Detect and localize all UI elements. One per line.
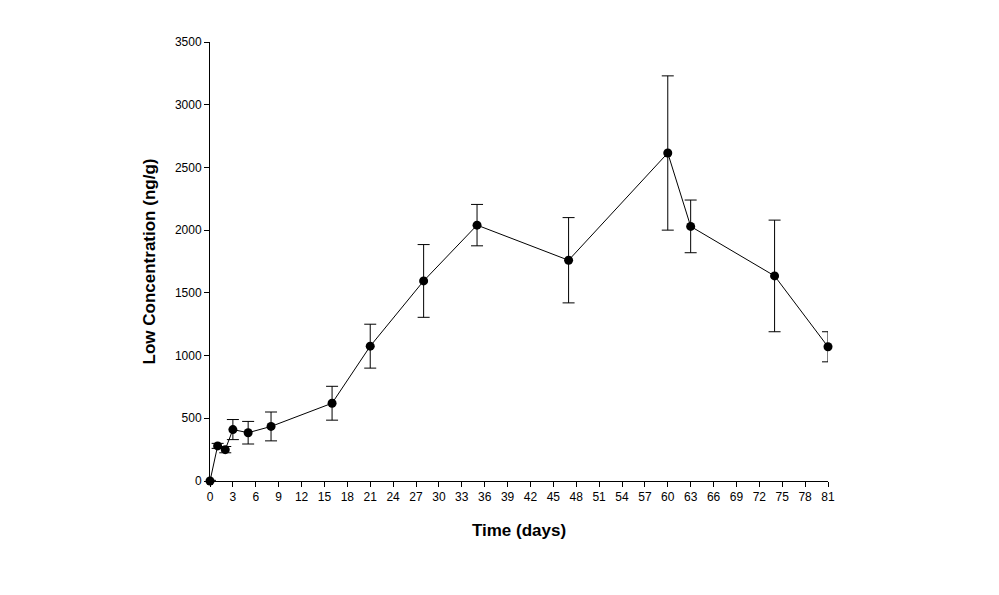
svg-text:21: 21 — [364, 490, 378, 504]
svg-text:24: 24 — [386, 490, 400, 504]
svg-text:15: 15 — [318, 490, 332, 504]
svg-text:Low Concentration (ng/g): Low Concentration (ng/g) — [140, 159, 159, 365]
svg-text:57: 57 — [638, 490, 652, 504]
svg-text:39: 39 — [501, 490, 515, 504]
svg-text:0: 0 — [195, 474, 202, 488]
svg-text:60: 60 — [661, 490, 675, 504]
svg-text:75: 75 — [776, 490, 790, 504]
svg-text:0: 0 — [207, 490, 214, 504]
svg-text:9: 9 — [275, 490, 282, 504]
svg-text:66: 66 — [707, 490, 721, 504]
svg-text:42: 42 — [524, 490, 538, 504]
svg-text:69: 69 — [730, 490, 744, 504]
svg-text:1000: 1000 — [175, 349, 202, 363]
svg-text:45: 45 — [547, 490, 561, 504]
svg-text:18: 18 — [341, 490, 355, 504]
svg-text:Time (days): Time (days) — [472, 521, 566, 540]
svg-text:63: 63 — [684, 490, 698, 504]
svg-text:27: 27 — [409, 490, 423, 504]
svg-text:36: 36 — [478, 490, 492, 504]
svg-text:500: 500 — [182, 411, 202, 425]
svg-text:1500: 1500 — [175, 286, 202, 300]
svg-text:12: 12 — [295, 490, 309, 504]
svg-text:51: 51 — [592, 490, 606, 504]
svg-text:78: 78 — [798, 490, 812, 504]
svg-text:33: 33 — [455, 490, 469, 504]
svg-text:81: 81 — [821, 490, 835, 504]
svg-text:3000: 3000 — [175, 98, 202, 112]
svg-text:48: 48 — [570, 490, 584, 504]
svg-text:2500: 2500 — [175, 161, 202, 175]
svg-text:72: 72 — [753, 490, 767, 504]
svg-text:6: 6 — [252, 490, 259, 504]
svg-text:3500: 3500 — [175, 35, 202, 49]
svg-text:30: 30 — [432, 490, 446, 504]
svg-text:54: 54 — [615, 490, 629, 504]
svg-text:3: 3 — [230, 490, 237, 504]
svg-text:2000: 2000 — [175, 223, 202, 237]
